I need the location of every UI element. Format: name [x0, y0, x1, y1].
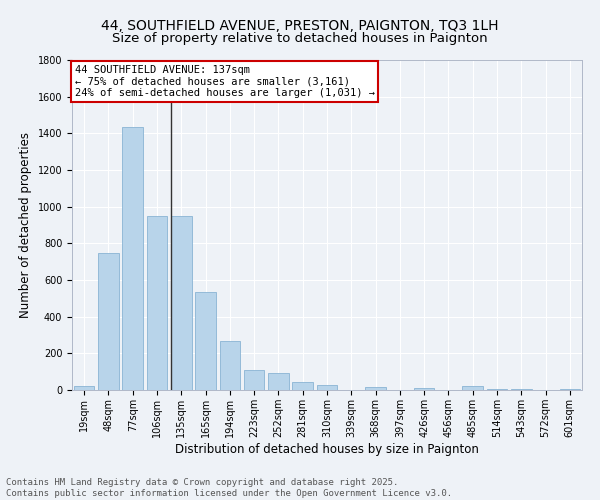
Bar — [487, 389, 508, 390]
Bar — [98, 253, 119, 390]
Bar — [122, 127, 143, 390]
Bar — [146, 216, 167, 390]
Bar — [268, 373, 289, 390]
Bar — [292, 382, 313, 390]
Text: 44 SOUTHFIELD AVENUE: 137sqm
← 75% of detached houses are smaller (3,161)
24% of: 44 SOUTHFIELD AVENUE: 137sqm ← 75% of de… — [74, 65, 374, 98]
X-axis label: Distribution of detached houses by size in Paignton: Distribution of detached houses by size … — [175, 442, 479, 456]
Y-axis label: Number of detached properties: Number of detached properties — [19, 132, 32, 318]
Text: 44, SOUTHFIELD AVENUE, PRESTON, PAIGNTON, TQ3 1LH: 44, SOUTHFIELD AVENUE, PRESTON, PAIGNTON… — [101, 18, 499, 32]
Bar — [220, 340, 240, 390]
Bar — [171, 216, 191, 390]
Bar — [74, 386, 94, 390]
Bar — [195, 292, 216, 390]
Bar — [463, 386, 483, 390]
Bar — [365, 387, 386, 390]
Text: Size of property relative to detached houses in Paignton: Size of property relative to detached ho… — [112, 32, 488, 45]
Bar — [317, 385, 337, 390]
Text: Contains HM Land Registry data © Crown copyright and database right 2025.
Contai: Contains HM Land Registry data © Crown c… — [6, 478, 452, 498]
Bar — [560, 389, 580, 390]
Bar — [244, 370, 265, 390]
Bar — [511, 389, 532, 390]
Bar — [414, 388, 434, 390]
